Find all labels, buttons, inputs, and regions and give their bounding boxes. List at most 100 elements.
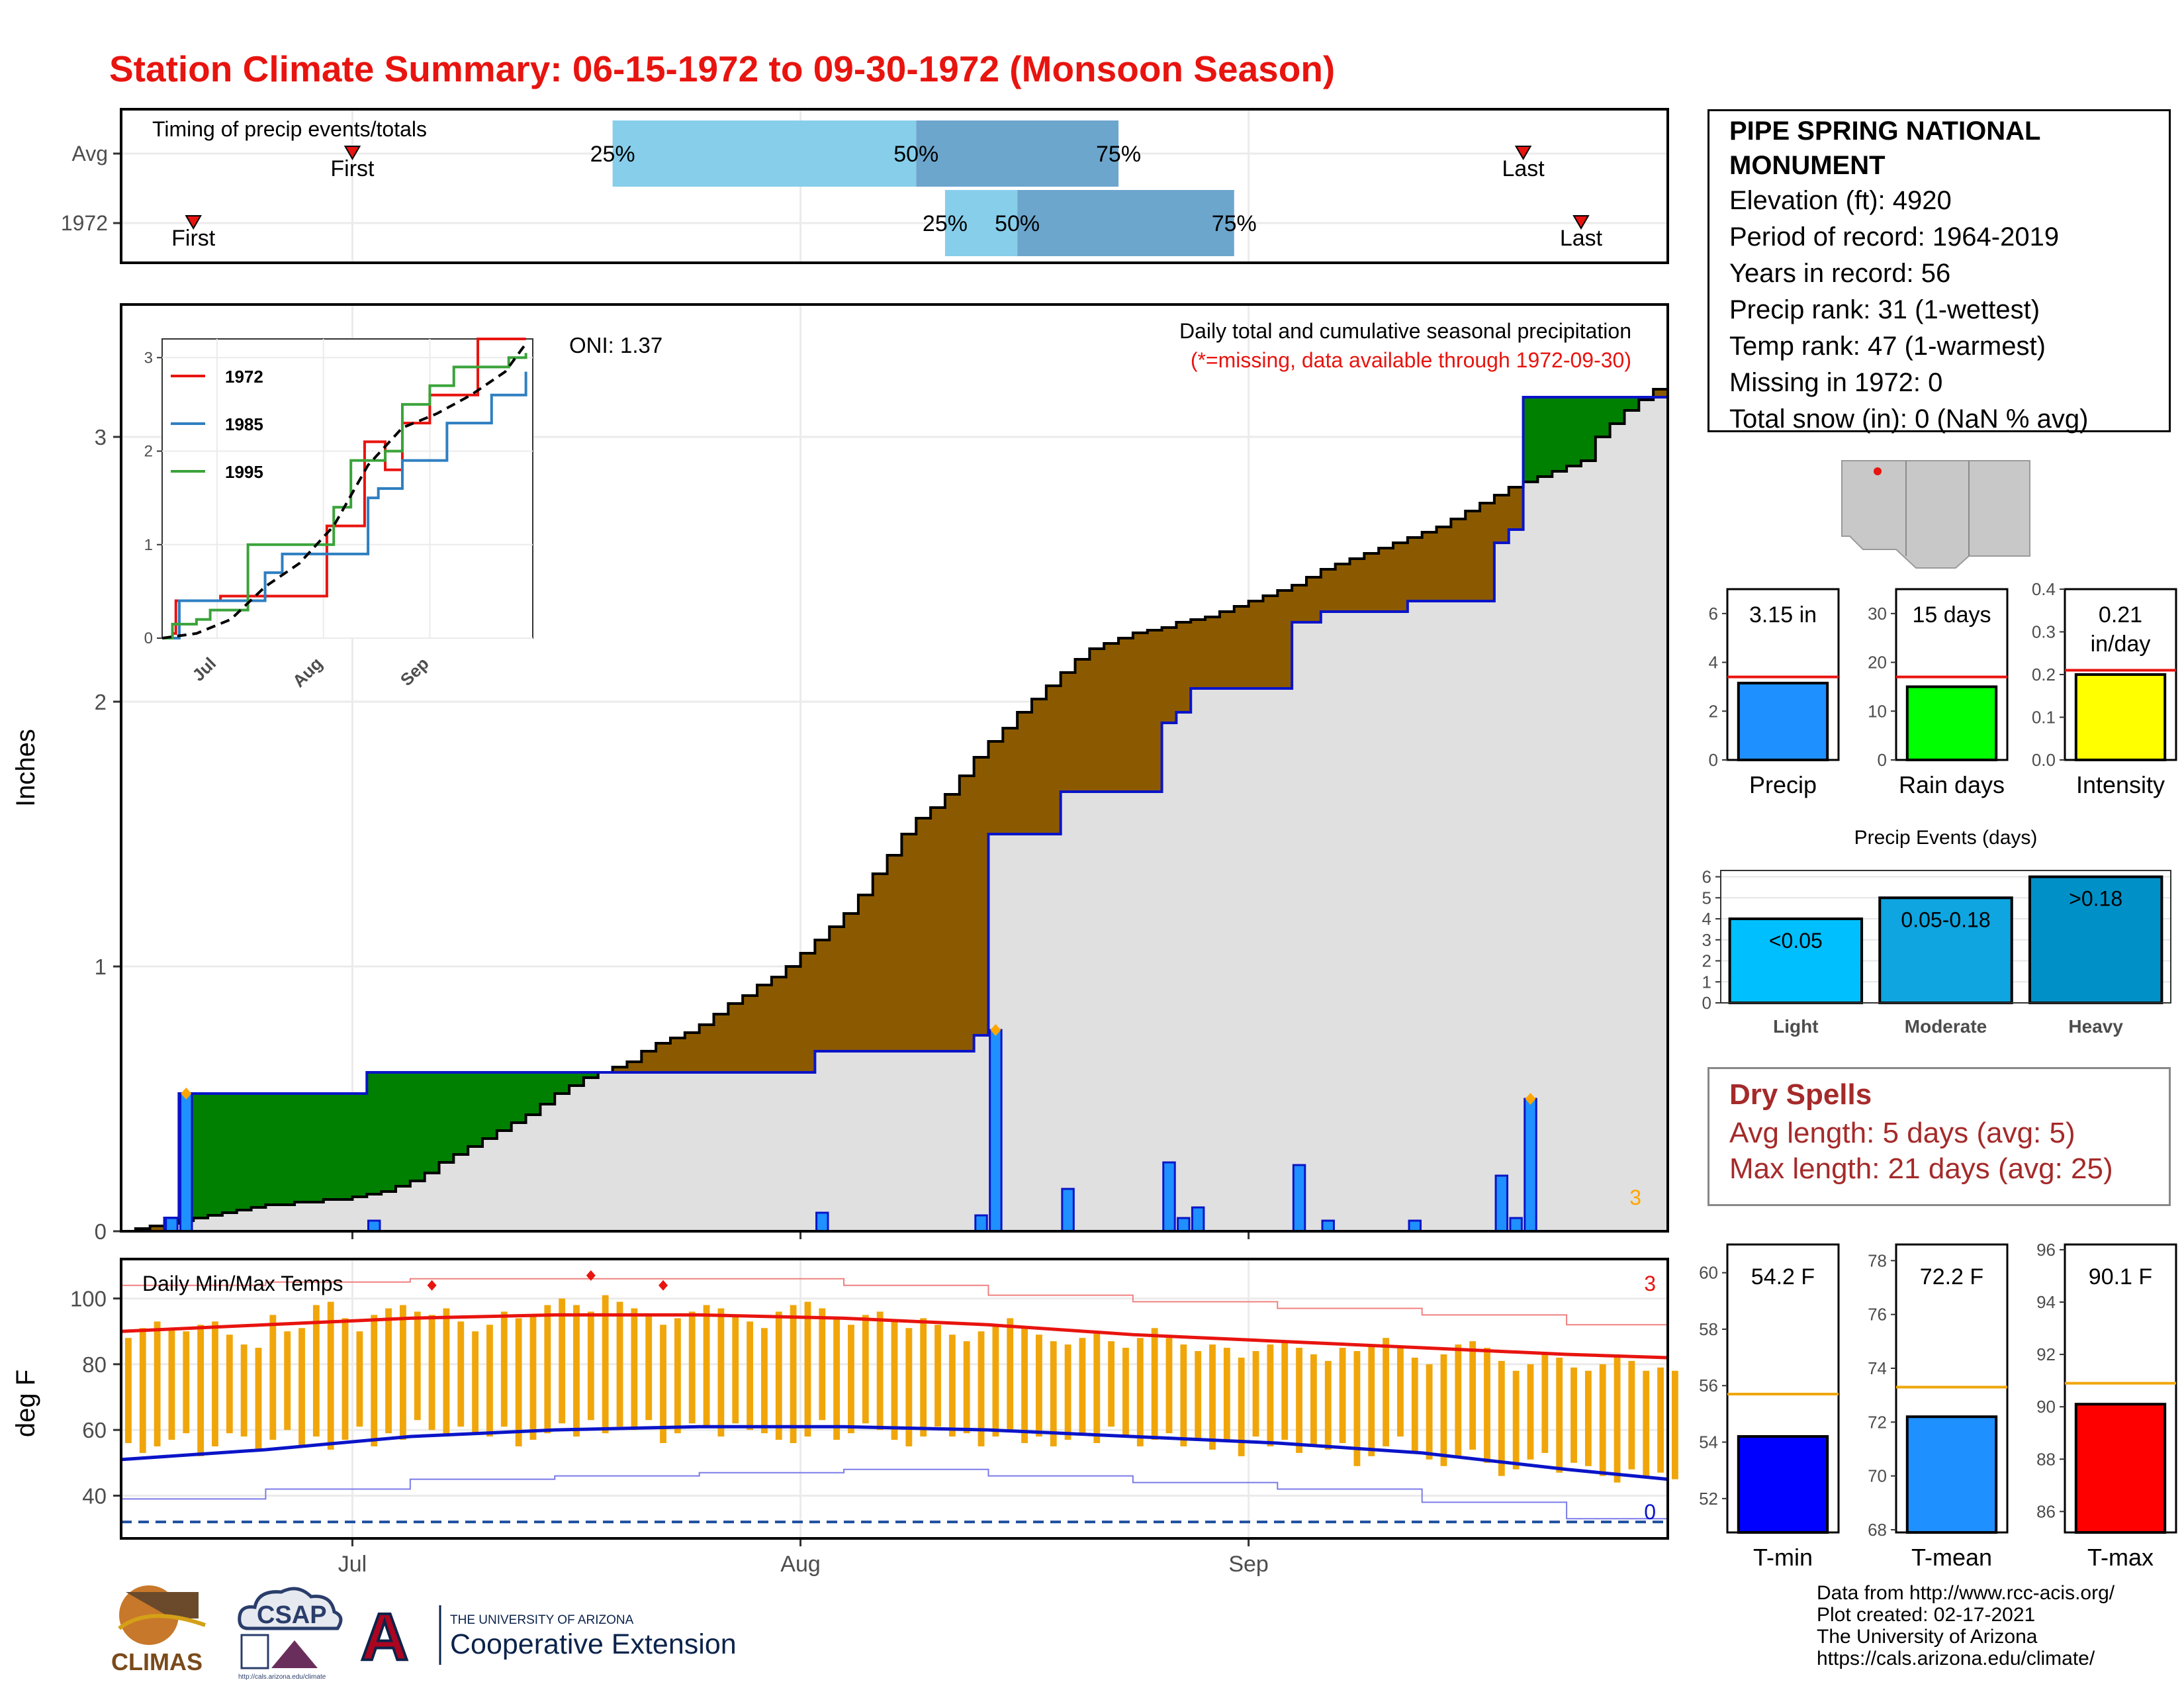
mini-panel-value: 72.2 F (1920, 1264, 1983, 1289)
mini-panel-y-tick-label: 4 (1709, 653, 1718, 673)
precip-surplus-area (1523, 397, 1539, 482)
precip-deficit-area (1176, 622, 1191, 712)
precip-surplus-area (569, 1072, 584, 1086)
events-bar-label: 0.05-0.18 (1901, 908, 1990, 931)
precip-deficit-area (1060, 673, 1076, 792)
daily-temp-range-bar (559, 1298, 566, 1424)
daily-temp-range-bar (1093, 1331, 1101, 1444)
credits: Data from http://www.rcc-acis.org/ Plot … (1817, 1582, 2115, 1669)
daily-temp-range-bar (1079, 1338, 1086, 1434)
precip-y-tick-label: 3 (95, 425, 107, 449)
daily-temp-range-bar (371, 1315, 378, 1446)
daily-temp-range-bar (992, 1325, 999, 1437)
precip-cumulative-background (121, 397, 1668, 1231)
precip-y-tick-label: 1 (95, 955, 107, 979)
events-bar-label: >0.18 (2069, 887, 2122, 911)
precip-deficit-area (872, 874, 888, 1051)
precip-deficit-area (713, 1014, 729, 1072)
precip-deficit-area (1234, 606, 1250, 688)
precip-surplus-area (496, 1072, 512, 1131)
events-frame (1720, 870, 2171, 1004)
precip-surplus-area (395, 1072, 411, 1186)
daily-precip-bar (1494, 1174, 1509, 1233)
daily-precip-bar (1162, 1161, 1176, 1233)
daily-temp-range-bar (1252, 1351, 1259, 1437)
precip-surplus-area (555, 1072, 570, 1094)
timing-first-marker (343, 146, 361, 160)
mini-panel-y-tick-label: 0 (1709, 750, 1718, 770)
daily-temp-range-bar (963, 1341, 970, 1434)
map-region (1841, 460, 2030, 569)
mini-panel-bar-precip (1737, 681, 1829, 761)
csap-logo-grid (240, 1634, 269, 1669)
precip-deficit-area (1653, 389, 1668, 397)
daily-temp-range-bar (341, 1318, 349, 1440)
daily-temp-range-bar (761, 1328, 768, 1434)
temp-record-min-line (121, 1468, 1668, 1529)
precip-flag-marker (181, 1088, 192, 1100)
precip-surplus-area (352, 1094, 367, 1197)
precip-chart-subtitle: (*=missing, data available through 1972-… (1191, 348, 1631, 372)
mini-panel-y-tick-label: 58 (1699, 1319, 1718, 1339)
daily-precip-bar (989, 1029, 1003, 1233)
inset-y-tick-label: 2 (144, 443, 153, 461)
daily-temp-range-bar (168, 1328, 175, 1440)
temp-frame (120, 1258, 1669, 1540)
csap-logo-url: http://cals.arizona.edu/climate (238, 1673, 326, 1681)
locator-map (1837, 457, 2035, 569)
timing-p50-label: 50% (995, 211, 1040, 236)
csap-logo-text: CSAP (257, 1601, 327, 1629)
precip-deficit-area (1436, 527, 1451, 601)
mini-panel-y-tick-label: 0.2 (2032, 665, 2056, 684)
daily-precip-bar (1509, 1217, 1523, 1233)
daily-precip-bar (165, 1217, 179, 1233)
inset-legend-label: 1995 (225, 462, 263, 482)
precip-deficit-area (1393, 543, 1408, 612)
daily-temp-range-bar (1035, 1335, 1042, 1437)
daily-temp-range-bar (154, 1321, 161, 1446)
inset-legend-label: 1985 (225, 414, 263, 434)
station-snow: Total snow (in): 0 (NaN % avg) (1729, 404, 2089, 434)
mini-panel-label: Intensity (2076, 771, 2165, 798)
daily-temp-range-bar (934, 1325, 941, 1427)
temp-freeze-count: 0 (1644, 1500, 1656, 1524)
timing-first-label: First (330, 156, 375, 181)
credit-university: The University of Arizona (1817, 1626, 2038, 1648)
daily-temp-range-bar (747, 1321, 754, 1430)
inset-average-line (161, 342, 527, 639)
precip-deficit-area (901, 834, 917, 1051)
daily-temp-range-bar (515, 1318, 522, 1446)
timing-last-label: Last (1502, 156, 1545, 181)
daily-temp-range-bar (1324, 1360, 1332, 1450)
precip-deficit-area (1320, 569, 1336, 612)
precip-deficit-area (684, 1033, 700, 1072)
daily-temp-range-bar (457, 1321, 465, 1427)
daily-temp-range-bar (703, 1305, 710, 1427)
credit-url: https://cals.arizona.edu/climate/ (1817, 1648, 2095, 1669)
daily-temp-range-bar (500, 1311, 508, 1427)
precip-deficit-area (1161, 628, 1177, 723)
daily-temp-range-bar (125, 1338, 132, 1444)
ua-logo-line1: THE UNIVERSITY OF ARIZONA (450, 1613, 634, 1627)
inset-y-tick-label: 1 (144, 536, 153, 554)
precip-chart-title: Daily total and cumulative seasonal prec… (1179, 319, 1631, 343)
mini-panel-bar-t-max (2074, 1403, 2167, 1534)
precip-surplus-area (193, 1094, 208, 1218)
daily-temp-range-bar (833, 1318, 841, 1440)
precip-deficit-area (1248, 601, 1264, 688)
precip-surplus-area (1580, 397, 1596, 461)
mini-panel-y-tick-label: 86 (2036, 1501, 2056, 1521)
mini-panel-y-tick-label: 74 (1868, 1358, 1887, 1378)
daily-temp-range-bar (587, 1311, 594, 1421)
precip-deficit-area (150, 1226, 165, 1231)
record-temp-marker (659, 1280, 668, 1291)
timing-quartile-bar-high (916, 120, 1119, 187)
daily-temp-range-bar (1007, 1318, 1014, 1430)
daily-temp-range-bar (978, 1331, 985, 1446)
daily-precip-bar (1408, 1219, 1422, 1233)
precip-surplus-area (583, 1072, 599, 1078)
timing-title: Timing of precip events/totals (152, 117, 427, 141)
daily-temp-range-bar (1584, 1370, 1592, 1466)
precip-deficit-area (743, 996, 758, 1072)
